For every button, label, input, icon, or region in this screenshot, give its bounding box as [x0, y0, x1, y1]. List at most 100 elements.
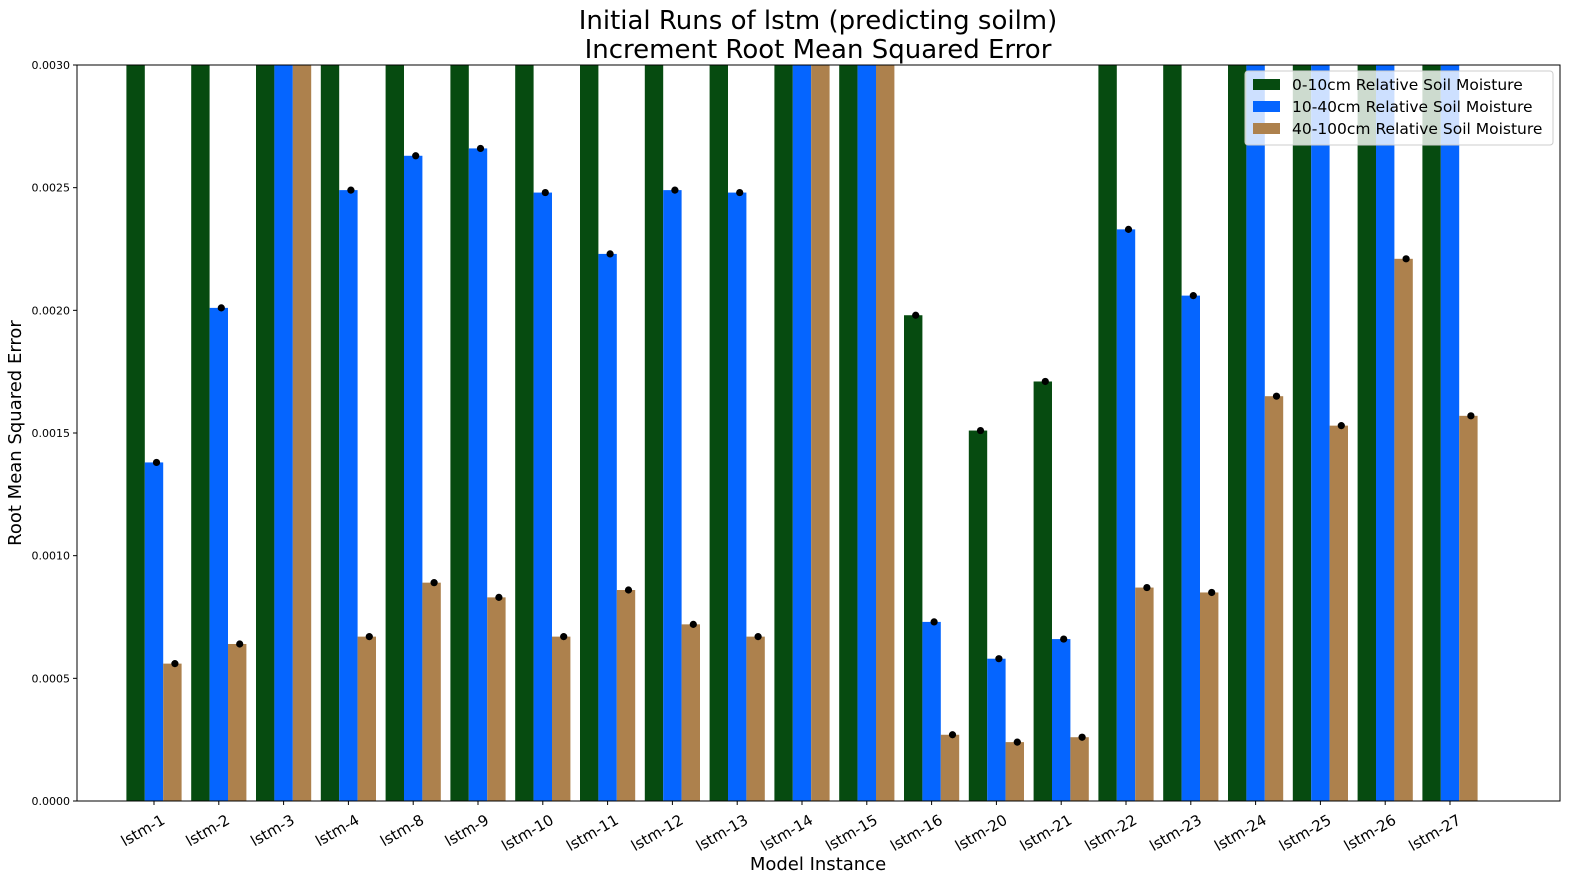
bar-lstm-27-series-3	[1459, 415, 1478, 801]
bar-lstm-20-series-2	[987, 658, 1006, 801]
bar-lstm-12-series-1	[644, 65, 664, 801]
bar-lstm-11-series-1	[580, 65, 599, 801]
bar-lstm-13-series-2	[728, 192, 747, 801]
x-tick-label: lstm-9	[442, 811, 492, 850]
value-marker-lstm-10-series-2	[541, 188, 549, 197]
value-marker-lstm-1-series-3	[171, 660, 179, 668]
bar-lstm-21-series-2	[1052, 639, 1071, 801]
bar-lstm-12-series-2	[663, 190, 682, 801]
bar-lstm-4-series-1	[320, 65, 340, 801]
bar-lstm-27-series-1	[1422, 65, 1441, 801]
bar-lstm-13-series-3	[746, 636, 765, 801]
value-marker-lstm-16-series-3	[948, 731, 957, 739]
bar-lstm-25-series-1	[1292, 65, 1312, 801]
value-marker-lstm-11-series-2	[606, 250, 614, 258]
bar-lstm-26-series-3	[1394, 258, 1413, 801]
x-tick-label: lstm-16	[887, 811, 945, 855]
bar-lstm-16-series-2	[922, 621, 941, 801]
bar-lstm-15-series-2	[857, 65, 876, 801]
y-tick-label: 0.0030	[32, 59, 71, 72]
value-marker-lstm-16-series-1	[912, 311, 920, 319]
value-marker-lstm-9-series-3	[495, 593, 503, 601]
legend: 0-10cm Relative Soil Moisture 10-40cm Rel…	[1244, 70, 1554, 146]
bar-lstm-11-series-3	[616, 590, 636, 801]
bar-lstm-9-series-2	[468, 148, 488, 801]
bar-lstm-26-series-2	[1376, 65, 1395, 801]
bar-lstm-22-series-2	[1116, 229, 1136, 801]
bar-lstm-10-series-3	[552, 636, 571, 801]
value-marker-lstm-21-series-3	[1078, 733, 1086, 741]
bar-lstm-14-series-2	[792, 65, 812, 801]
legend-swatch-2	[1253, 101, 1280, 112]
bar-lstm-14-series-3	[811, 65, 830, 801]
value-marker-lstm-2-series-3	[236, 640, 244, 648]
value-marker-lstm-23-series-2	[1189, 292, 1197, 300]
x-tick-label: lstm-23	[1146, 811, 1204, 855]
y-tick-label: 0.0010	[32, 550, 71, 563]
value-marker-lstm-11-series-3	[624, 586, 633, 594]
value-marker-lstm-1-series-2	[152, 458, 161, 467]
legend-label-3: 40-100cm Relative Soil Moisture	[1292, 120, 1542, 138]
x-tick-label: lstm-13	[693, 811, 751, 855]
x-tick-label: lstm-26	[1341, 811, 1399, 855]
value-marker-lstm-16-series-2	[930, 618, 938, 626]
bar-lstm-25-series-2	[1311, 65, 1330, 801]
bar-lstm-3-series-2	[274, 65, 293, 801]
value-marker-lstm-4-series-3	[365, 633, 373, 641]
value-marker-lstm-8-series-2	[412, 152, 420, 160]
value-marker-lstm-22-series-2	[1124, 225, 1133, 233]
y-tick-label: 0.0000	[32, 795, 71, 808]
bar-lstm-24-series-3	[1264, 396, 1284, 801]
value-marker-lstm-22-series-3	[1143, 583, 1151, 592]
value-marker-lstm-20-series-1	[976, 426, 985, 435]
bar-lstm-13-series-1	[709, 65, 728, 801]
y-tick-label: 0.0015	[32, 427, 71, 440]
bar-lstm-8-series-1	[385, 65, 404, 801]
bar-lstm-8-series-3	[422, 582, 441, 801]
x-tick-label: lstm-12	[628, 811, 686, 855]
value-marker-lstm-4-series-2	[347, 186, 355, 194]
bar-lstm-16-series-3	[940, 734, 960, 801]
legend-label-2: 10-40cm Relative Soil Moisture	[1292, 98, 1533, 116]
value-marker-lstm-26-series-3	[1402, 255, 1410, 263]
value-marker-lstm-20-series-2	[995, 655, 1003, 663]
bar-lstm-14-series-1	[774, 65, 793, 801]
bar-lstm-27-series-2	[1440, 65, 1460, 801]
value-marker-lstm-27-series-3	[1467, 412, 1475, 420]
bars-group	[126, 65, 1478, 802]
bar-lstm-12-series-3	[681, 624, 700, 801]
bar-lstm-1-series-2	[144, 462, 164, 801]
value-markers-group	[152, 144, 1475, 746]
value-marker-lstm-13-series-2	[736, 188, 744, 197]
value-marker-lstm-13-series-3	[754, 633, 762, 641]
bar-lstm-21-series-1	[1033, 381, 1052, 801]
bar-lstm-10-series-1	[515, 65, 534, 801]
value-marker-lstm-24-series-3	[1272, 392, 1281, 400]
bar-lstm-1-series-3	[163, 663, 182, 801]
bar-lstm-9-series-1	[450, 65, 469, 801]
bar-lstm-2-series-3	[228, 643, 247, 801]
bar-lstm-3-series-3	[292, 65, 312, 801]
bar-lstm-24-series-2	[1246, 65, 1265, 801]
value-marker-lstm-9-series-2	[476, 144, 485, 153]
bar-lstm-23-series-3	[1200, 592, 1219, 801]
bar-lstm-9-series-3	[487, 597, 506, 801]
x-tick-label: lstm-21	[1017, 811, 1075, 855]
bar-lstm-8-series-2	[404, 155, 423, 802]
legend-swatch-3	[1253, 123, 1280, 134]
value-marker-lstm-2-series-2	[217, 304, 225, 312]
legend-frame	[1244, 70, 1554, 146]
value-marker-lstm-21-series-2	[1060, 635, 1068, 643]
x-tick-label: lstm-24	[1211, 811, 1269, 855]
bar-lstm-10-series-2	[533, 192, 552, 801]
bar-lstm-24-series-1	[1228, 65, 1247, 801]
bar-lstm-20-series-1	[968, 430, 988, 801]
x-tick-label: lstm-15	[822, 811, 880, 855]
bar-lstm-15-series-3	[876, 65, 895, 801]
value-marker-lstm-21-series-1	[1041, 377, 1049, 386]
bar-lstm-26-series-1	[1357, 65, 1376, 801]
bar-lstm-22-series-3	[1135, 587, 1154, 801]
legend-swatch-1	[1253, 79, 1280, 90]
bar-lstm-25-series-3	[1329, 425, 1348, 801]
